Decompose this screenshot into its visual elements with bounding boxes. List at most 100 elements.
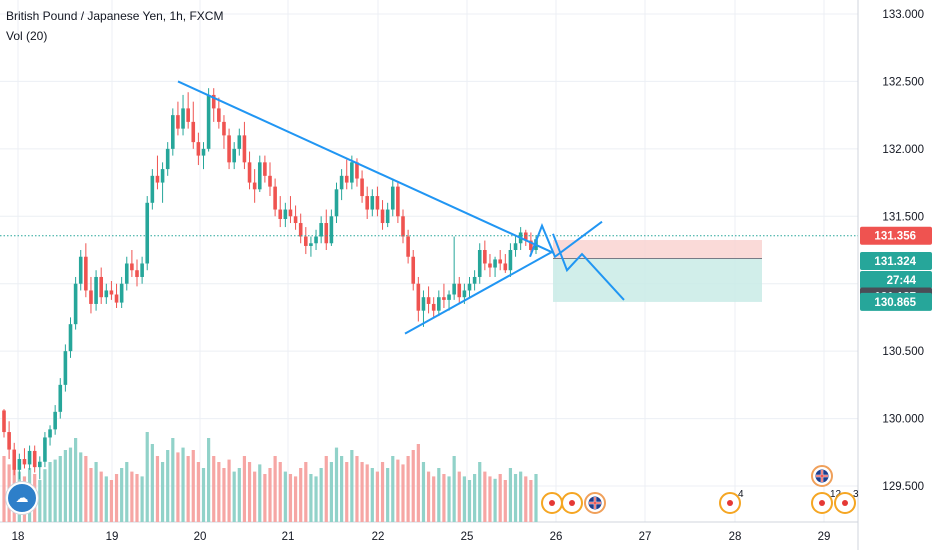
candle-body[interactable] bbox=[222, 121, 226, 136]
candle-body[interactable] bbox=[493, 259, 497, 268]
candle-body[interactable] bbox=[84, 256, 88, 291]
candle-body[interactable] bbox=[467, 283, 472, 291]
price-tag-stop[interactable] bbox=[860, 252, 932, 271]
candle-body[interactable] bbox=[401, 216, 405, 237]
candle-body[interactable] bbox=[206, 94, 211, 149]
candle-body[interactable] bbox=[273, 186, 277, 210]
candle-body[interactable] bbox=[508, 250, 513, 271]
candle-body[interactable] bbox=[298, 223, 303, 237]
candle-body[interactable] bbox=[263, 162, 267, 176]
candle-body[interactable] bbox=[360, 178, 364, 197]
candle-body[interactable] bbox=[38, 461, 42, 468]
candle-body[interactable] bbox=[472, 276, 477, 284]
indicator-label[interactable]: Vol (20) bbox=[6, 29, 48, 43]
candle-body[interactable] bbox=[344, 175, 349, 183]
candle-body[interactable] bbox=[99, 276, 103, 298]
candle-body[interactable] bbox=[309, 243, 313, 246]
candle-body[interactable] bbox=[89, 290, 93, 304]
candle-body[interactable] bbox=[324, 223, 329, 244]
candle-body[interactable] bbox=[27, 450, 32, 465]
candle-body[interactable] bbox=[257, 162, 262, 190]
candle-body[interactable] bbox=[2, 410, 6, 433]
take-profit-zone[interactable] bbox=[553, 258, 762, 302]
candle-body[interactable] bbox=[462, 290, 467, 298]
candle-body[interactable] bbox=[268, 175, 272, 187]
candle-body[interactable] bbox=[442, 297, 446, 300]
candle-body[interactable] bbox=[293, 216, 298, 224]
breakdown-projection-path[interactable] bbox=[552, 233, 625, 301]
candle-body[interactable] bbox=[437, 297, 441, 311]
candle-body[interactable] bbox=[252, 182, 257, 190]
candle-body[interactable] bbox=[181, 108, 185, 129]
candle-body[interactable] bbox=[365, 196, 369, 210]
candle-body[interactable] bbox=[237, 135, 242, 149]
candle-body[interactable] bbox=[477, 250, 482, 277]
candle-body[interactable] bbox=[227, 135, 231, 163]
candle-body[interactable] bbox=[503, 263, 508, 271]
candle-body[interactable] bbox=[171, 115, 175, 149]
candle-body[interactable] bbox=[355, 162, 359, 179]
candle-body[interactable] bbox=[283, 209, 288, 219]
candle-body[interactable] bbox=[48, 429, 52, 438]
candle-body[interactable] bbox=[63, 351, 68, 385]
candle-body[interactable] bbox=[109, 290, 114, 295]
candle-body[interactable] bbox=[457, 283, 462, 298]
candle-body[interactable] bbox=[513, 243, 518, 250]
candle-body[interactable] bbox=[350, 162, 354, 183]
candle-body[interactable] bbox=[447, 294, 451, 300]
candle-body[interactable] bbox=[334, 189, 339, 217]
candle-body[interactable] bbox=[119, 283, 124, 303]
candle-body[interactable] bbox=[314, 236, 318, 244]
candle-body[interactable] bbox=[411, 256, 416, 284]
candle-body[interactable] bbox=[390, 186, 395, 210]
candle-body[interactable] bbox=[370, 196, 375, 210]
candle-body[interactable] bbox=[186, 108, 190, 122]
candle-body[interactable] bbox=[176, 115, 180, 129]
candle-body[interactable] bbox=[196, 142, 201, 156]
candle-body[interactable] bbox=[17, 459, 22, 470]
candle-body[interactable] bbox=[155, 175, 160, 183]
candle-body[interactable] bbox=[319, 223, 323, 237]
stop-loss-zone[interactable] bbox=[553, 240, 762, 259]
candle-body[interactable] bbox=[498, 259, 502, 264]
candle-body[interactable] bbox=[396, 186, 400, 217]
candle-body[interactable] bbox=[94, 276, 98, 304]
candle-body[interactable] bbox=[247, 162, 252, 183]
candle-body[interactable] bbox=[68, 324, 73, 352]
candle-body[interactable] bbox=[278, 209, 283, 219]
tradingview-cloud-icon[interactable]: ☁ bbox=[6, 482, 38, 514]
candle-body[interactable] bbox=[426, 297, 431, 304]
candle-body[interactable] bbox=[483, 250, 487, 264]
candle-body[interactable] bbox=[78, 256, 83, 284]
candle-body[interactable] bbox=[53, 411, 57, 430]
candle-body[interactable] bbox=[12, 449, 17, 470]
candle-body[interactable] bbox=[304, 236, 308, 246]
candle-body[interactable] bbox=[22, 459, 27, 465]
lower-trendline[interactable] bbox=[404, 250, 554, 335]
candle-body[interactable] bbox=[32, 450, 37, 468]
candle-body[interactable] bbox=[124, 263, 129, 284]
candle-body[interactable] bbox=[201, 148, 206, 156]
candle-body[interactable] bbox=[73, 283, 78, 325]
candle-body[interactable] bbox=[165, 148, 170, 170]
candle-body[interactable] bbox=[160, 169, 165, 183]
candle-body[interactable] bbox=[145, 202, 150, 264]
candle-body[interactable] bbox=[421, 297, 426, 311]
candle-body[interactable] bbox=[43, 437, 47, 462]
candle-body[interactable] bbox=[329, 216, 334, 244]
candle-body[interactable] bbox=[529, 240, 533, 250]
upper-trendline[interactable] bbox=[177, 80, 554, 254]
candle-body[interactable] bbox=[523, 232, 528, 241]
candle-body[interactable] bbox=[288, 209, 293, 217]
candle-body[interactable] bbox=[211, 94, 216, 109]
candle-body[interactable] bbox=[339, 175, 344, 190]
price-tag-countdown[interactable] bbox=[860, 271, 932, 290]
candle-body[interactable] bbox=[431, 303, 436, 311]
candle-body[interactable] bbox=[58, 384, 63, 412]
price-tag-target[interactable] bbox=[860, 292, 932, 311]
candle-body[interactable] bbox=[135, 270, 139, 277]
candle-body[interactable] bbox=[130, 263, 134, 271]
candle-body[interactable] bbox=[114, 294, 119, 303]
